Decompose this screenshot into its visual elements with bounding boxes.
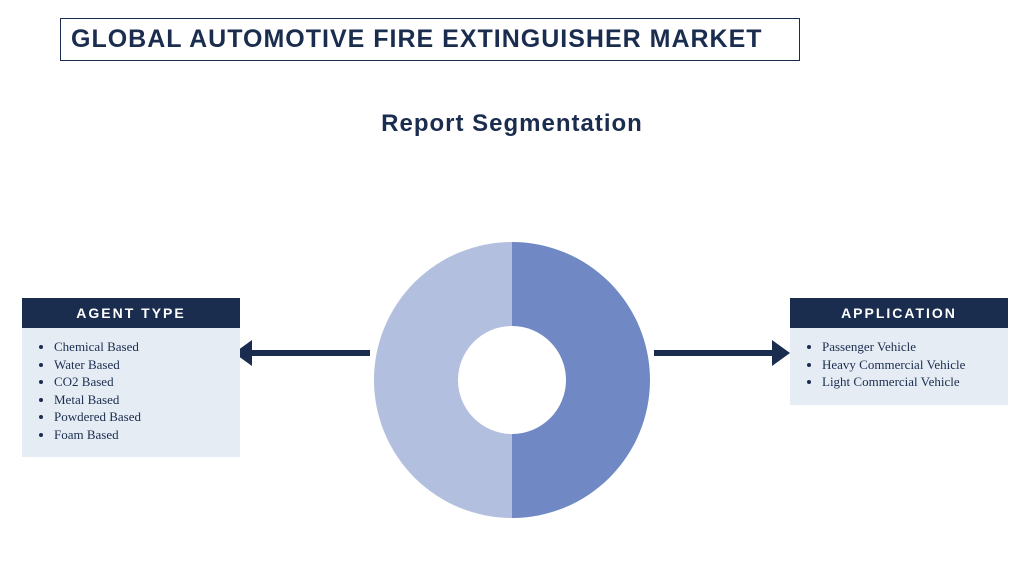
subtitle: Report Segmentation	[0, 110, 1024, 138]
list-item: Chemical Based	[54, 338, 228, 356]
arrow-left	[250, 350, 370, 356]
list-item: Water Based	[54, 356, 228, 374]
list-item: CO2 Based	[54, 373, 228, 391]
list-item: Powdered Based	[54, 408, 228, 426]
list-item: Foam Based	[54, 426, 228, 444]
segment-header-application: APPLICATION	[790, 298, 1008, 328]
list-item: Passenger Vehicle	[822, 338, 996, 356]
title-container: GLOBAL AUTOMOTIVE FIRE EXTINGUISHER MARK…	[60, 18, 800, 61]
segment-body-application: Passenger VehicleHeavy Commercial Vehicl…	[790, 328, 1008, 405]
segment-header-agent-type: AGENT TYPE	[22, 298, 240, 328]
list-item: Metal Based	[54, 391, 228, 409]
segment-body-agent-type: Chemical BasedWater BasedCO2 BasedMetal …	[22, 328, 240, 457]
page-title: GLOBAL AUTOMOTIVE FIRE EXTINGUISHER MARK…	[71, 25, 789, 54]
arrow-right	[654, 350, 774, 356]
list-item: Light Commercial Vehicle	[822, 373, 996, 391]
segment-box-agent-type: AGENT TYPE Chemical BasedWater BasedCO2 …	[22, 298, 240, 457]
donut-hole	[458, 326, 566, 434]
list-item: Heavy Commercial Vehicle	[822, 356, 996, 374]
segment-box-application: APPLICATION Passenger VehicleHeavy Comme…	[790, 298, 1008, 405]
